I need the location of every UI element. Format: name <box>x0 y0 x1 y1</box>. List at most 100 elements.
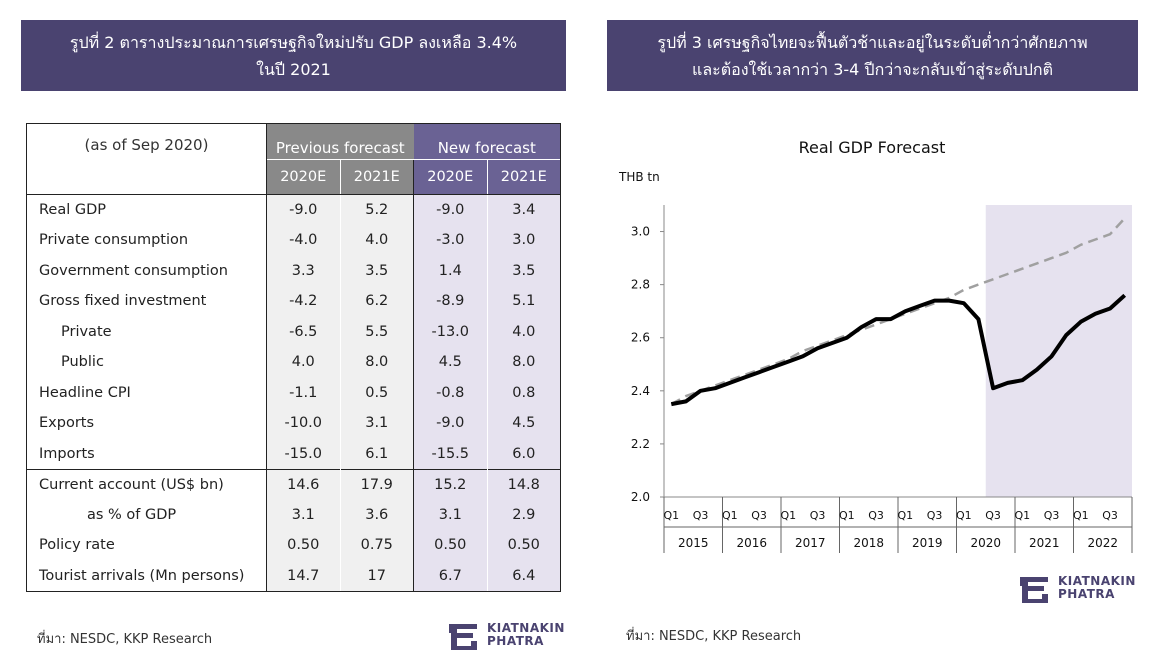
table-cell: -3.0 <box>413 225 488 256</box>
x-quarter-label: Q3 <box>985 509 1001 522</box>
x-quarter-label: Q3 <box>868 509 884 522</box>
table-cell: 0.50 <box>413 530 488 561</box>
row-label: Imports <box>26 438 267 469</box>
x-quarter-label: Q3 <box>810 509 826 522</box>
table-cell: 0.50 <box>266 530 341 561</box>
table-cell: 3.6 <box>340 499 415 530</box>
x-quarter-label: Q1 <box>780 509 796 522</box>
table-cell: -6.5 <box>266 316 341 347</box>
kkp-logo-mark-icon <box>449 624 477 650</box>
table-figure-title: รูปที่ 2 ตารางประมาณการเศรษฐกิจใหม่ปรับ … <box>21 20 566 91</box>
table-cell: 3.4 <box>487 194 562 225</box>
row-label: Exports <box>26 408 267 439</box>
table-source-note: ที่มา: NESDC, KKP Research <box>37 632 213 647</box>
table-cell: 3.1 <box>413 499 488 530</box>
table-cell: 17 <box>340 560 415 592</box>
previous-forecast-header: Previous forecast <box>266 123 414 160</box>
x-year-label: 2021 <box>1029 536 1060 550</box>
table-cell: 5.2 <box>340 194 415 225</box>
x-year-label: 2015 <box>678 536 709 550</box>
table-cell: 17.9 <box>340 468 415 500</box>
x-quarter-label: Q3 <box>693 509 709 522</box>
row-label: Gross fixed investment <box>26 286 267 317</box>
table-cell: -15.5 <box>413 438 488 469</box>
kkp-logo: KIATNAKIN PHATRA <box>447 620 565 650</box>
table-cell: 8.0 <box>340 347 415 378</box>
table-cell: 3.5 <box>487 255 562 286</box>
chart-title: Real GDP Forecast <box>799 138 946 157</box>
x-year-label: 2020 <box>970 536 1001 550</box>
y-axis-label: THB tn <box>618 170 660 184</box>
table-cell: -15.0 <box>266 438 341 469</box>
table-cell: -13.0 <box>413 316 488 347</box>
chart-figure-title-line2: และต้องใช้เวลากว่า 3-4 ปีกว่าจะกลับเข้าส… <box>692 59 1053 79</box>
table-cell: -8.9 <box>413 286 488 317</box>
table-row: Gross fixed investment -4.2 6.2 -8.9 5.1 <box>26 286 562 317</box>
x-quarter-label: Q1 <box>1014 509 1030 522</box>
year-header: 2021E <box>486 159 562 195</box>
logo-text-line1: KIATNAKIN <box>1058 574 1136 588</box>
table-cell: 6.1 <box>340 438 415 469</box>
table-cell: 6.0 <box>487 438 562 469</box>
table-figure-title-line1: รูปที่ 2 ตารางประมาณการเศรษฐกิจใหม่ปรับ … <box>69 32 518 52</box>
table-cell: -10.0 <box>266 408 341 439</box>
y-tick-label: 2.4 <box>631 384 650 398</box>
year-header: 2020E <box>413 159 488 195</box>
gdp-line-actual-forecast <box>670 293 1127 407</box>
table-cell: -9.0 <box>413 194 488 225</box>
x-quarter-label: Q1 <box>722 509 738 522</box>
table-row: Current account (US$ bn) 14.6 17.9 15.2 14.8 <box>26 468 562 500</box>
row-label: Private consumption <box>26 225 267 256</box>
table-cell: 6.4 <box>487 560 562 592</box>
x-quarter-label: Q1 <box>956 509 972 522</box>
chart-source-note: ที่มา: NESDC, KKP Research <box>626 629 802 644</box>
forecast-table: (as of Sep 2020) Previous forecast New f… <box>26 123 562 592</box>
gdp-forecast-chart: Real GDP Forecast THB tn 2.0 2.2 2.4 2.6 2.8 3.… <box>618 138 1133 553</box>
table-cell: 14.6 <box>266 468 341 500</box>
table-cell: 4.5 <box>413 347 488 378</box>
x-quarter-label: Q1 <box>897 509 913 522</box>
table-cell: 4.5 <box>487 408 562 439</box>
row-label: Public <box>26 347 267 378</box>
x-quarter-label: Q1 <box>839 509 855 522</box>
table-cell: -4.0 <box>266 225 341 256</box>
table-cell: -4.2 <box>266 286 341 317</box>
table-cell: 0.50 <box>487 530 562 561</box>
table-cell: 0.5 <box>340 377 415 408</box>
row-label: Private <box>26 316 267 347</box>
table-row: Exports -10.0 3.1 -9.0 4.5 <box>26 408 562 439</box>
forecast-shaded-region <box>985 205 1132 497</box>
table-cell: -1.1 <box>266 377 341 408</box>
row-label: Current account (US$ bn) <box>26 468 267 500</box>
row-label: Tourist arrivals (Mn persons) <box>26 560 267 592</box>
table-cell: 2.9 <box>487 499 562 530</box>
year-header: 2020E <box>266 159 340 195</box>
table-row: Government consumption 3.3 3.5 1.4 3.5 <box>26 255 562 286</box>
logo-text-line2: PHATRA <box>487 634 544 648</box>
table-cell: -0.8 <box>413 377 488 408</box>
new-forecast-header: New forecast <box>413 123 562 160</box>
x-quarter-label: Q3 <box>751 509 767 522</box>
table-row: Real GDP -9.0 5.2 -9.0 3.4 <box>26 194 562 225</box>
logo-text-line1: KIATNAKIN <box>487 621 565 635</box>
table-cell: 3.3 <box>266 255 341 286</box>
table-cell: 8.0 <box>487 347 562 378</box>
table-cell: 0.8 <box>487 377 562 408</box>
table-cell: 0.75 <box>340 530 415 561</box>
kkp-logo-mark-icon <box>1020 577 1048 603</box>
table-cell: 3.5 <box>340 255 415 286</box>
table-cell: 3.0 <box>487 225 562 256</box>
y-tick-label: 2.6 <box>631 331 650 345</box>
kkp-logo: KIATNAKIN PHATRA <box>1018 573 1136 603</box>
row-label: as % of GDP <box>26 499 267 530</box>
table-cell: 6.2 <box>340 286 415 317</box>
y-tick-label: 3.0 <box>631 225 650 239</box>
year-header: 2021E <box>339 159 414 195</box>
row-label: Policy rate <box>26 530 267 561</box>
table-cell: 14.8 <box>487 468 562 500</box>
row-label: Real GDP <box>26 194 267 225</box>
x-quarter-label: Q1 <box>1073 509 1089 522</box>
table-row: Public 4.0 8.0 4.5 8.0 <box>26 347 562 378</box>
x-year-label: 2017 <box>795 536 826 550</box>
table-figure-title-line2: ในปี 2021 <box>256 59 331 79</box>
